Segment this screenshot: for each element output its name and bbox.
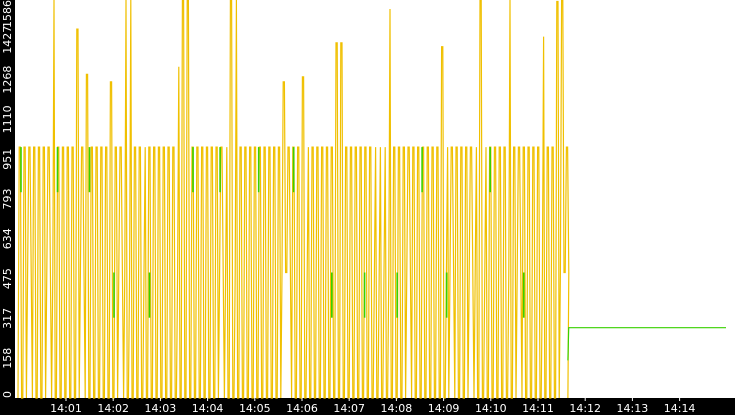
series-green (20, 147, 525, 318)
series-green-tail (567, 327, 726, 361)
y-tick-label: 158 (1, 348, 14, 369)
y-tick-label: 634 (1, 228, 14, 249)
x-tick-label: 14:12 (569, 402, 601, 415)
x-axis-band (0, 398, 735, 415)
y-tick-label: 1268 (1, 66, 14, 94)
x-tick-label: 14:03 (145, 402, 177, 415)
x-tick-label: 14:11 (522, 402, 554, 415)
y-tick-label: 0 (1, 391, 14, 398)
y-tick-label: 951 (1, 149, 14, 170)
x-tick-label: 14:01 (50, 402, 82, 415)
y-tick-label: 1110 (1, 105, 14, 133)
y-tick-label: 793 (1, 189, 14, 210)
x-tick-label: 14:09 (428, 402, 460, 415)
x-tick-label: 14:07 (333, 402, 365, 415)
y-tick-label: 475 (1, 268, 14, 289)
x-tick-label: 14:05 (239, 402, 271, 415)
x-axis-ticks: 14:01 14:02 14:03 14:04 14:05 14:06 14:07 14:08… (50, 398, 695, 415)
y-tick-label: 1586 (1, 0, 14, 28)
x-tick-label: 14:14 (664, 402, 696, 415)
x-tick-label: 14:13 (617, 402, 649, 415)
x-tick-label: 14:06 (286, 402, 318, 415)
y-tick-label: 1427 (1, 26, 14, 54)
y-axis-band (0, 0, 15, 415)
x-tick-label: 14:02 (97, 402, 129, 415)
x-tick-label: 14:10 (475, 402, 507, 415)
x-tick-label: 14:04 (192, 402, 224, 415)
x-tick-label: 14:08 (381, 402, 413, 415)
y-tick-label: 317 (1, 308, 14, 329)
